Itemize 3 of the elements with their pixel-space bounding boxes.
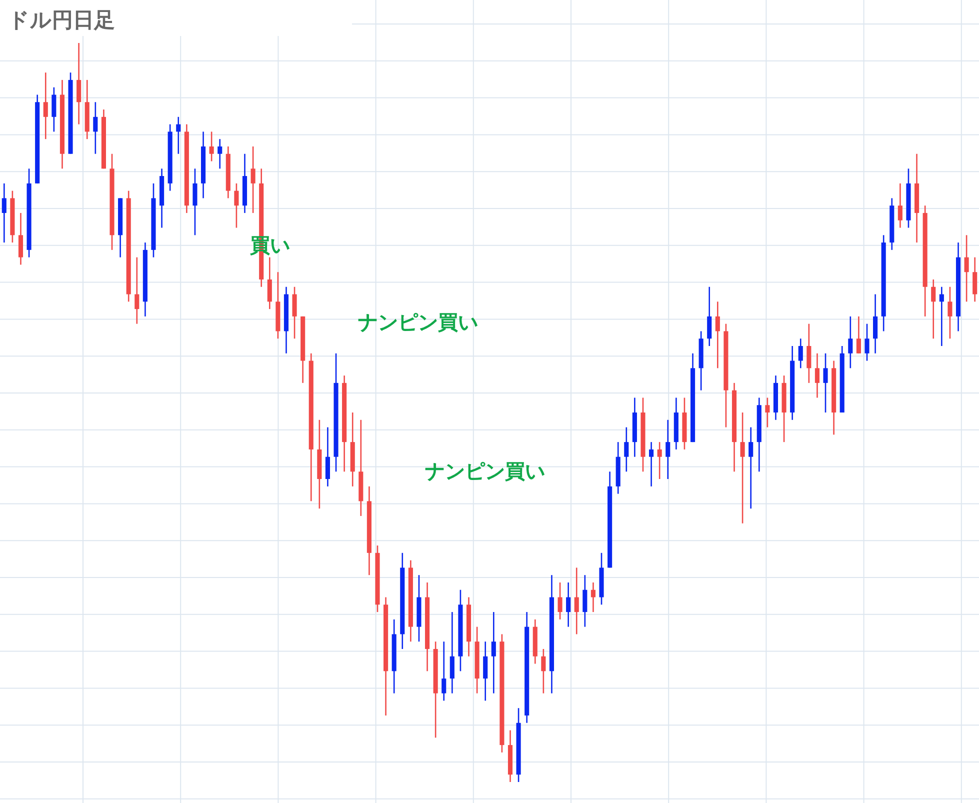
annotation: ナンピン買い <box>425 459 545 483</box>
title: ドル円日足 <box>8 8 115 32</box>
annotation: ナンピン買い <box>358 310 478 334</box>
